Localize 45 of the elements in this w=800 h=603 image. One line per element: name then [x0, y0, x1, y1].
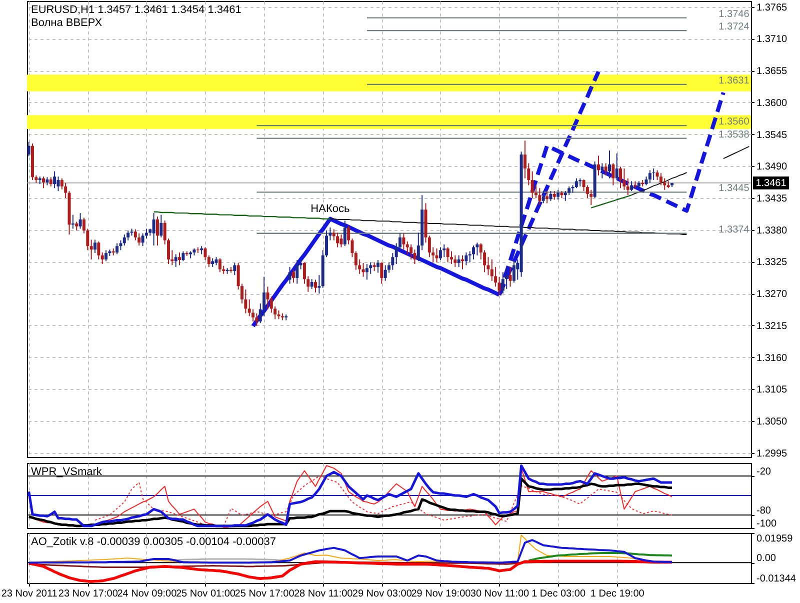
y-tick-label: 1.3600	[756, 98, 788, 109]
y-tick-label: 1.3325	[756, 257, 788, 268]
chart-title: AO_Zotik v.8 -0.00039 0.00305 -0.00104 -0.00037	[31, 536, 276, 548]
y-tick-label: 1.3710	[756, 34, 788, 46]
y-tick-label: 1.3105	[756, 384, 788, 396]
x-tick-label: 30 Nov 11:00	[470, 588, 530, 600]
x-tick-label: 24 Nov 09:00	[117, 588, 178, 600]
y-tick-label: 1.3215	[756, 320, 788, 332]
chart-title: EURUSD,H1 1.3457 1.3461 1.3454 1.3461	[31, 4, 242, 16]
y-tick-label: 1.3490	[756, 162, 788, 173]
y-tick-label: 1.3050	[756, 416, 788, 428]
x-tick-label: 29 Nov 19:00	[411, 588, 472, 600]
text: 1.3374	[718, 224, 750, 236]
text: 1.3724	[718, 22, 750, 33]
x-tick-label: 23 Nov 2011	[1, 588, 58, 600]
y-tick-label: -0.01344	[756, 574, 796, 584]
y-tick-label: 1.2995	[756, 448, 788, 460]
x-tick-label: 28 Nov 11:00	[294, 588, 354, 600]
text: 1.3631	[718, 75, 750, 86]
y-tick-label: 1.3655	[756, 66, 788, 78]
y-tick-label: 1.3435	[756, 194, 788, 204]
y-tick-label: 0.01959	[756, 534, 794, 544]
y-tick-label: -20	[756, 466, 772, 478]
x-tick-label: 25 Nov 17:00	[234, 588, 295, 600]
y-tick-label: 0.00	[756, 553, 776, 564]
x-tick-label: 1 Dec 19:00	[590, 588, 645, 600]
annotation: НАКось	[310, 202, 350, 215]
chart-title: WPR_VSmark	[31, 466, 102, 478]
y-tick-label: -80	[756, 506, 772, 516]
y-tick-label: 1.3270	[756, 289, 788, 300]
text: 1.3538	[718, 129, 750, 140]
text: 1.3746	[718, 8, 750, 20]
x-tick-label: 29 Nov 03:00	[352, 588, 412, 600]
x-tick-label: 23 Nov 17:00	[58, 588, 118, 600]
x-tick-label: 25 Nov 01:00	[176, 588, 236, 600]
y-tick-label: 1.3765	[756, 2, 788, 14]
ref-line-label: 1.3461	[756, 178, 787, 189]
text: Волна ВВЕРХ	[31, 17, 103, 29]
text: 1.3445	[718, 183, 750, 194]
x-tick-label: 1 Dec 03:00	[532, 588, 586, 600]
text: 1.3560	[718, 116, 750, 128]
y-tick-label: -100	[756, 518, 777, 530]
y-tick-label: 1.3545	[756, 130, 788, 141]
y-tick-label: 1.3380	[756, 225, 788, 236]
y-tick-label: 1.3160	[756, 352, 788, 364]
